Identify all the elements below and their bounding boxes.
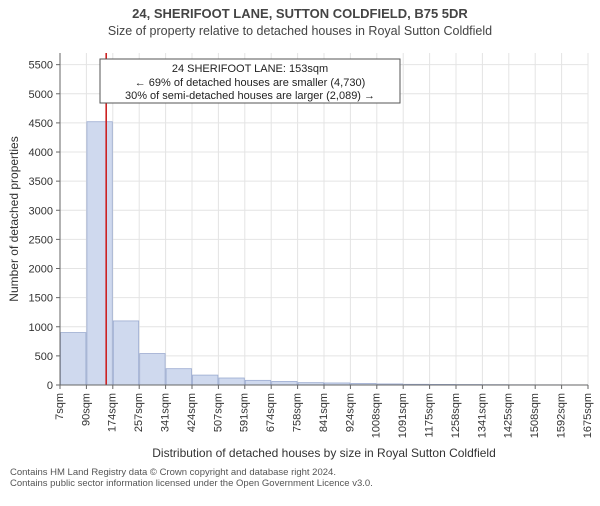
svg-text:341sqm: 341sqm <box>160 393 172 432</box>
svg-text:2000: 2000 <box>29 263 53 275</box>
svg-text:758sqm: 758sqm <box>292 393 304 432</box>
svg-text:← 69% of detached houses are s: ← 69% of detached houses are smaller (4,… <box>135 77 366 89</box>
svg-text:1425sqm: 1425sqm <box>503 393 515 438</box>
svg-text:1592sqm: 1592sqm <box>556 393 568 438</box>
svg-text:4000: 4000 <box>29 147 53 159</box>
svg-text:5500: 5500 <box>29 59 53 71</box>
footer-line-2: Contains public sector information licen… <box>10 478 592 490</box>
page-title-line1: 24, SHERIFOOT LANE, SUTTON COLDFIELD, B7… <box>0 6 600 22</box>
svg-text:507sqm: 507sqm <box>212 393 224 432</box>
svg-text:1675sqm: 1675sqm <box>582 393 594 438</box>
svg-text:1175sqm: 1175sqm <box>424 393 436 437</box>
svg-text:591sqm: 591sqm <box>239 393 251 432</box>
svg-text:674sqm: 674sqm <box>265 393 277 432</box>
svg-text:1508sqm: 1508sqm <box>529 393 541 438</box>
svg-text:174sqm: 174sqm <box>107 393 119 432</box>
svg-text:Number of detached properties: Number of detached properties <box>7 136 21 301</box>
histogram-chart: 0 500 1000 1500 2000 2500 3000 3500 4000 4500 5000… <box>0 43 600 463</box>
svg-text:24 SHERIFOOT LANE: 153sqm: 24 SHERIFOOT LANE: 153sqm <box>172 63 328 75</box>
svg-text:1258sqm: 1258sqm <box>450 393 462 438</box>
svg-text:257sqm: 257sqm <box>133 393 145 432</box>
chart-svg: 0 500 1000 1500 2000 2500 3000 3500 4000 4500 5000… <box>0 43 600 463</box>
svg-text:1091sqm: 1091sqm <box>397 393 409 438</box>
svg-text:3500: 3500 <box>29 176 53 188</box>
svg-text:Distribution of detached house: Distribution of detached houses by size … <box>152 446 496 460</box>
svg-text:0: 0 <box>47 380 53 392</box>
svg-text:90sqm: 90sqm <box>80 393 92 426</box>
svg-text:500: 500 <box>35 350 53 362</box>
svg-text:1500: 1500 <box>29 292 53 304</box>
svg-text:3000: 3000 <box>29 205 53 217</box>
footer-line-1: Contains HM Land Registry data © Crown c… <box>10 467 592 479</box>
footer-attribution: Contains HM Land Registry data © Crown c… <box>0 463 600 491</box>
page-title-line2: Size of property relative to detached ho… <box>0 24 600 39</box>
svg-text:424sqm: 424sqm <box>186 393 198 432</box>
svg-text:1000: 1000 <box>29 321 53 333</box>
svg-text:924sqm: 924sqm <box>344 393 356 432</box>
svg-text:4500: 4500 <box>29 117 53 129</box>
svg-text:30% of semi-detached houses ar: 30% of semi-detached houses are larger (… <box>125 90 375 102</box>
svg-text:7sqm: 7sqm <box>54 393 66 420</box>
svg-text:2500: 2500 <box>29 234 53 246</box>
svg-text:1341sqm: 1341sqm <box>476 393 488 438</box>
svg-text:841sqm: 841sqm <box>318 393 330 432</box>
svg-text:1008sqm: 1008sqm <box>371 393 383 438</box>
svg-text:5000: 5000 <box>29 88 53 100</box>
